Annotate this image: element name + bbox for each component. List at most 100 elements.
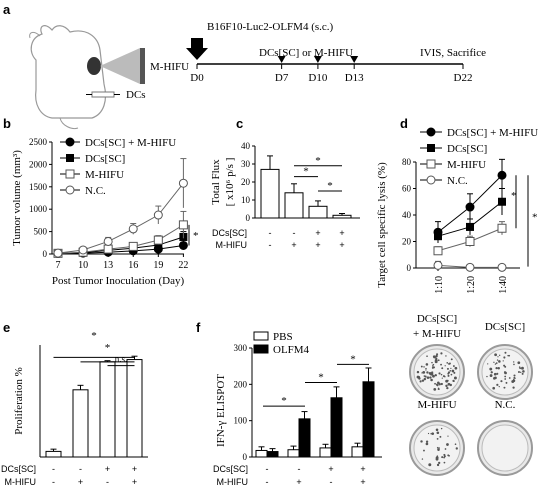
data-point [154,241,163,250]
condition-value: - [266,477,269,487]
elispot-spot [449,369,452,372]
series-3 [53,158,188,258]
elispot-spot [441,456,444,459]
x-tick-label: 7 [56,260,61,271]
series-3 [433,260,507,272]
bar [266,451,279,458]
elispot-spot [435,457,439,461]
bar [319,447,332,458]
elispot-spot [440,427,443,430]
y-axis-label: Proliferation % [13,367,25,435]
bar [284,192,304,219]
error-bar [333,386,340,398]
series-1 [434,188,506,243]
x-tick-label: 19 [153,260,163,271]
elispot-spot [425,367,427,370]
elispot-spot [493,372,497,376]
error-bar [291,183,297,193]
condition-value: - [79,464,82,474]
elispot-spot [496,383,499,386]
elispot-spot [440,363,442,366]
y-axis-label: Target cell specific lysis (%) [376,162,388,288]
x-axis-label: Post Tumor Inoculation (Day) [52,275,185,287]
legend-marker [65,137,75,147]
data-point [465,202,475,212]
chart-e: Proliferation % DCs[SC] - - + + M-HIFU - + - + * * n.… [1,330,148,487]
data-point [153,235,163,245]
data-point [465,237,475,246]
elispot-spot [418,377,421,380]
elispot-spot [426,355,428,358]
bar [99,361,116,458]
timeline-marker-icon [313,56,322,63]
legend-label: M-HIFU [447,159,486,171]
elispot-spot [422,370,426,374]
elispot-spot [495,362,498,364]
elispot-spot [443,461,446,464]
syringe-icon [91,91,115,98]
bar [351,446,364,458]
condition-value: + [339,240,344,250]
data-point [153,210,163,220]
y-tick-label: 500 [34,227,48,237]
data-point [465,262,475,272]
legend-label: DCs[SC] [85,153,125,165]
timeline-day-label: D7 [275,72,289,84]
series-0 [433,158,507,243]
elispot-spot [435,383,439,386]
elispot-spot [452,365,455,368]
elispot-spot [452,370,454,372]
injection-arrow-icon [186,38,208,60]
data-point [103,244,113,254]
bar [72,389,89,458]
error-bar [131,355,138,360]
bar [362,381,375,458]
legend-marker [426,127,436,137]
error-bar [315,200,321,207]
elispot-spot [428,463,432,467]
data-point [497,262,507,272]
condition-value: + [291,240,296,250]
elispot-spot [517,370,520,374]
bar [126,359,143,458]
elispot-spot [490,371,493,374]
significance-marker: * [327,180,333,192]
chart-b: 0 500 1000 1500 2000 2500 7 10 13 16 19 22 Post Tumo… [11,137,199,287]
timeline-day-label: D10 [308,72,327,84]
legend-swatch [253,344,269,354]
condition-value: + [132,464,137,474]
elispot-spot [502,360,504,362]
elispot-spot [431,365,434,367]
x-tick-label: 22 [178,260,188,271]
condition-value: - [269,240,272,250]
x-tick-label: 1:20 [466,276,477,294]
bar [287,449,300,458]
elispot-spot [429,376,432,379]
error-bar [267,155,273,170]
elispot-spot [450,358,453,361]
significance-marker: * [315,155,321,167]
condition-value: + [339,228,344,238]
y-tick-label: 20 [241,177,251,187]
elispot-spot [492,386,496,390]
well-label: M-HIFU [417,399,456,411]
elispot-spot [489,367,493,371]
elispot-spot [431,432,435,436]
condition-value: + [296,477,301,487]
y-tick-label: 80 [402,157,412,167]
legend-marker [65,169,75,179]
condition-value: - [266,464,269,474]
y-tick-label: 1500 [29,182,48,192]
error-bar [290,445,297,450]
elispot-spot [505,381,508,384]
y-tick-label: 300 [234,343,248,353]
bar [298,418,311,458]
y-tick-label: 40 [241,141,251,151]
panel-label-d: d [400,116,408,131]
elispot-spot [453,371,456,374]
elispot-spot [454,443,457,446]
elispot-spot [436,353,439,356]
elispot-spot [444,376,446,378]
elispot-spot [514,377,516,379]
